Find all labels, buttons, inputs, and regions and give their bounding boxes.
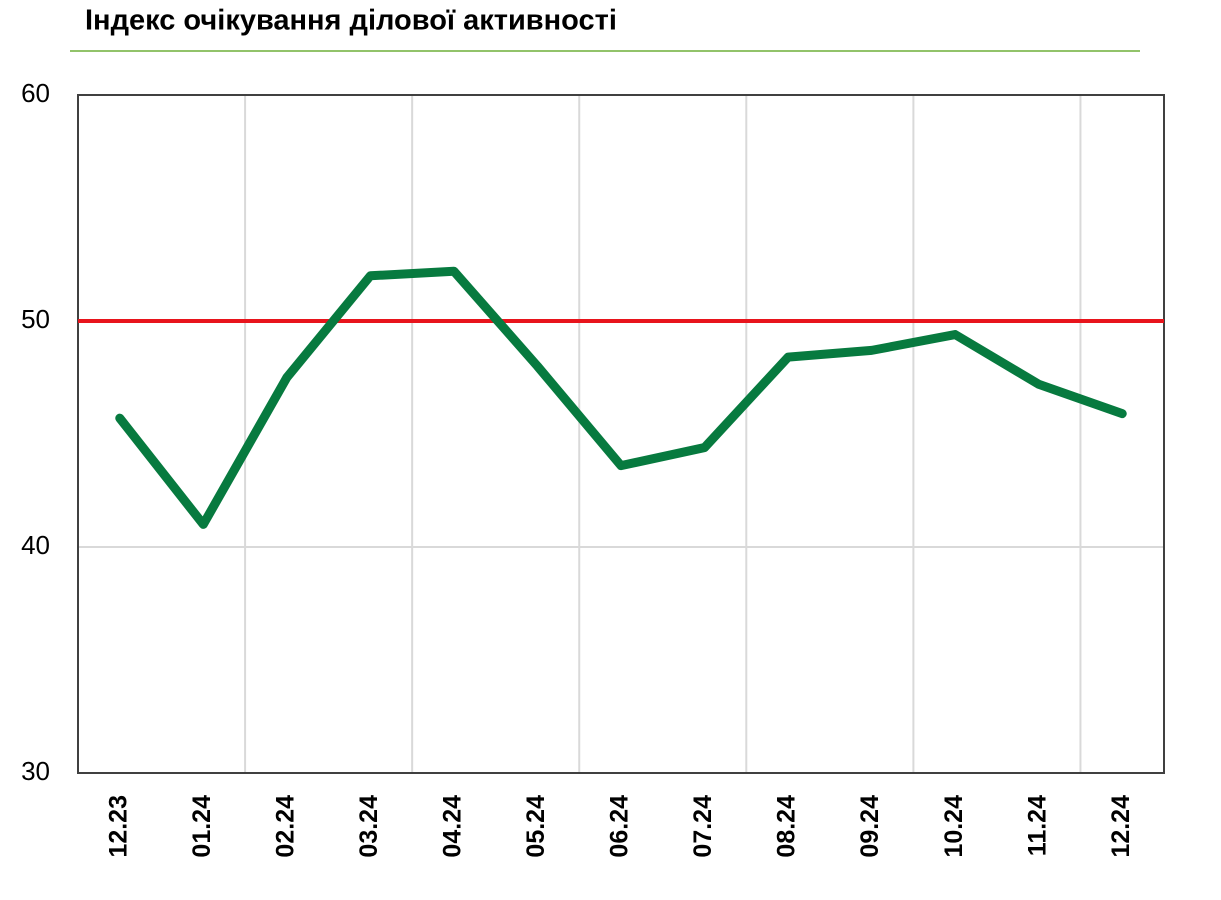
- x-tick-label: 12.23: [104, 795, 132, 858]
- x-tick-label: 10.24: [940, 795, 968, 858]
- x-tick-label: 01.24: [188, 795, 216, 858]
- x-tick-label: 11.24: [1023, 795, 1051, 856]
- y-tick-label: 60: [21, 78, 50, 108]
- x-tick-label: 09.24: [856, 795, 884, 858]
- plot-frame: [77, 94, 1165, 774]
- x-tick-label: 05.24: [522, 795, 550, 858]
- x-tick-label: 12.24: [1107, 795, 1135, 858]
- chart-title: Індекс очікування ділової активності: [85, 5, 617, 37]
- x-tick-label: 08.24: [773, 795, 801, 858]
- y-tick-label: 50: [21, 304, 50, 334]
- data-line: [115, 266, 1127, 529]
- x-tick-label: 04.24: [439, 795, 467, 858]
- y-tick-label: 30: [21, 756, 50, 786]
- x-tick-label: 03.24: [355, 795, 383, 858]
- y-tick-label: 40: [21, 530, 50, 560]
- x-tick-label: 07.24: [689, 795, 717, 858]
- x-tick-label: 02.24: [271, 795, 299, 858]
- x-tick-label: 06.24: [606, 795, 634, 858]
